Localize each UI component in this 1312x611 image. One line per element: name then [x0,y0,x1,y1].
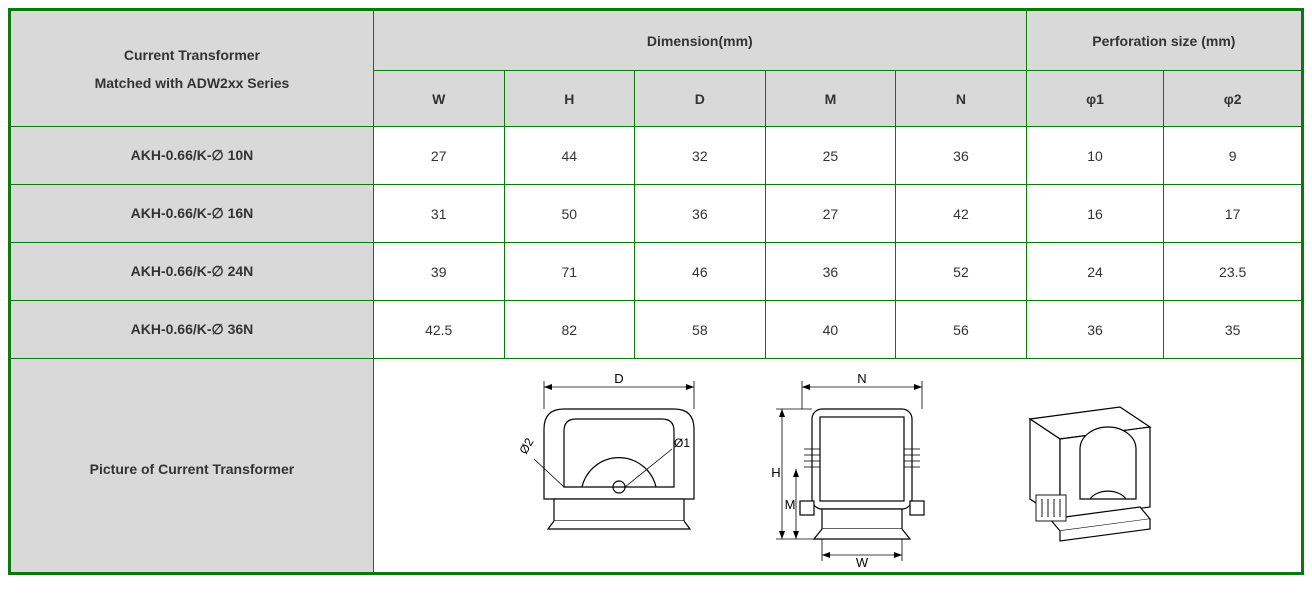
col-N: N [896,71,1027,127]
cell-D: 36 [635,185,766,243]
col-W: W [373,71,504,127]
diagram-wrap: D [374,369,1301,569]
cell-W: 39 [373,243,504,301]
ct-title-line2: Matched with ADW2xx Series [11,75,373,91]
cell-H: 82 [504,301,635,359]
col-phi1: φ1 [1026,71,1164,127]
cell-phi2: 23.5 [1164,243,1302,301]
col-M: M [765,71,896,127]
cell-D: 32 [635,127,766,185]
cell-H: 44 [504,127,635,185]
label-D: D [615,371,624,386]
row-name: AKH-0.66/K-∅ 10N [11,127,374,185]
cell-phi1: 10 [1026,127,1164,185]
header-dimension-group: Dimension(mm) [373,11,1026,71]
picture-row: Picture of Current Transformer [11,359,1302,573]
ct-side-diagram-icon: N [742,369,972,569]
label-phi2: Ø2 [517,435,537,456]
cell-N: 52 [896,243,1027,301]
table-row: AKH-0.66/K-∅ 24N 39 71 46 36 52 24 23.5 [11,243,1302,301]
cell-phi2: 9 [1164,127,1302,185]
label-M: M [785,497,796,512]
spec-table: Current Transformer Matched with ADW2xx … [10,10,1302,573]
row-name: AKH-0.66/K-∅ 24N [11,243,374,301]
ct-iso-diagram-icon [990,369,1170,569]
cell-phi1: 36 [1026,301,1164,359]
cell-D: 46 [635,243,766,301]
label-phi1: Ø1 [674,436,690,450]
diagram-cell: D [373,359,1301,573]
row-name: AKH-0.66/K-∅ 16N [11,185,374,243]
cell-N: 36 [896,127,1027,185]
cell-M: 36 [765,243,896,301]
cell-phi2: 35 [1164,301,1302,359]
cell-D: 58 [635,301,766,359]
col-D: D [635,71,766,127]
cell-W: 31 [373,185,504,243]
label-W: W [856,555,869,569]
cell-H: 50 [504,185,635,243]
cell-N: 42 [896,185,1027,243]
cell-phi2: 17 [1164,185,1302,243]
table-row: AKH-0.66/K-∅ 36N 42.5 82 58 40 56 36 35 [11,301,1302,359]
cell-H: 71 [504,243,635,301]
cell-M: 27 [765,185,896,243]
cell-phi1: 24 [1026,243,1164,301]
cell-W: 42.5 [373,301,504,359]
row-name: AKH-0.66/K-∅ 36N [11,301,374,359]
cell-phi1: 16 [1026,185,1164,243]
cell-M: 40 [765,301,896,359]
ct-title-line1: Current Transformer [11,47,373,63]
cell-M: 25 [765,127,896,185]
header-ct-title: Current Transformer Matched with ADW2xx … [11,11,374,127]
ct-front-diagram-icon: D [504,369,724,569]
spec-table-container: Current Transformer Matched with ADW2xx … [8,8,1304,575]
col-phi2: φ2 [1164,71,1302,127]
cell-W: 27 [373,127,504,185]
label-N: N [858,371,867,386]
picture-row-label: Picture of Current Transformer [11,359,374,573]
label-H: H [772,465,781,480]
table-row: AKH-0.66/K-∅ 10N 27 44 32 25 36 10 9 [11,127,1302,185]
table-row: AKH-0.66/K-∅ 16N 31 50 36 27 42 16 17 [11,185,1302,243]
cell-N: 56 [896,301,1027,359]
col-H: H [504,71,635,127]
header-perforation-group: Perforation size (mm) [1026,11,1301,71]
